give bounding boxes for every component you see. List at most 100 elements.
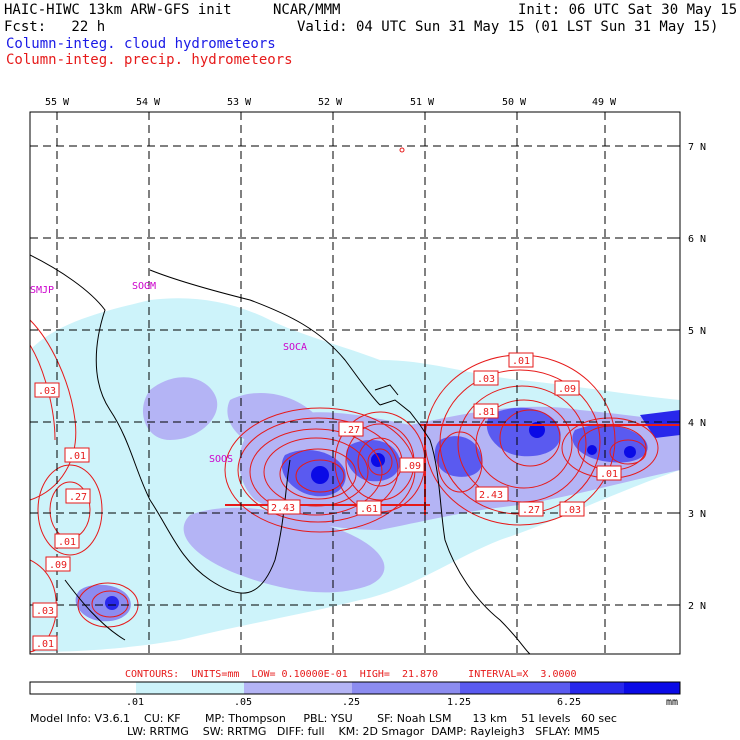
station-sogm: SOGM: [132, 281, 156, 292]
svg-text:2.43: 2.43: [271, 503, 295, 514]
tick-marks: [56, 112, 680, 606]
contour-label: .01: [596, 465, 622, 481]
contour-label: .27: [518, 501, 544, 517]
colorbar: .01 .05 .25 1.25 6.25 mm: [29, 681, 681, 708]
model-info-line1: Model Info: V3.6.1 CU: KF MP: Thompson P…: [30, 712, 617, 725]
valid-time: Valid: 04 UTC Sun 31 May 15 (01 LST Sun …: [297, 19, 719, 35]
contour-label: .03: [473, 370, 499, 386]
svg-text:.03: .03: [477, 374, 495, 385]
colorbar-bin: [352, 682, 460, 694]
contour-label: .09: [399, 457, 425, 473]
svg-text:.09: .09: [403, 461, 421, 472]
field-cloud-label: Column-integ. cloud hydrometeors: [6, 36, 276, 52]
model-info-line2: LW: RRTMG SW: RRTMG DIFF: full KM: 2D Sm…: [127, 725, 600, 738]
contour-info: CONTOURS: UNITS=mm LOW= 0.10000E-01 HIGH…: [125, 669, 577, 680]
forecast-hour: Fcst: 22 h: [4, 19, 106, 35]
cloud-patch: [183, 507, 385, 593]
svg-text:.03: .03: [36, 606, 54, 617]
cloud-max: [624, 446, 636, 458]
svg-text:2.43: 2.43: [479, 490, 503, 501]
colorbar-bin: [460, 682, 570, 694]
station-smjp: SMJP: [30, 285, 54, 296]
svg-text:.81: .81: [477, 407, 495, 418]
contour-label: .09: [554, 380, 580, 396]
colorbar-tick: .05: [234, 697, 252, 708]
lon-label: 55 W: [45, 97, 70, 108]
svg-text:.27: .27: [69, 492, 87, 503]
coastline: [30, 254, 531, 654]
lon-label: 52 W: [318, 97, 343, 108]
colorbar-bin: [30, 682, 136, 694]
contour-label: .27: [65, 488, 91, 504]
contour-label: .03: [34, 382, 60, 398]
cloud-shading: [30, 298, 680, 652]
lon-labels: 55 W 54 W 53 W 52 W 51 W 50 W 49 W: [45, 97, 617, 108]
cloud-core: [434, 436, 483, 477]
contour-labels: .03 .01 .27 .01 .09 .03 .01 .27 2.43 .61…: [32, 352, 622, 651]
contour-label: .03: [32, 602, 58, 618]
lat-label: 7 N: [688, 142, 706, 153]
svg-text:.61: .61: [360, 504, 378, 515]
colorbar-bin: [136, 682, 244, 694]
model-title: HAIC-HIWC 13km ARW-GFS init: [4, 2, 232, 18]
contour-label: .01: [508, 352, 534, 368]
lat-label: 5 N: [688, 326, 706, 337]
colorbar-bin: [244, 682, 352, 694]
cloud-max: [105, 596, 119, 610]
svg-text:.01: .01: [600, 469, 618, 480]
svg-text:.09: .09: [558, 384, 576, 395]
svg-text:.01: .01: [36, 639, 54, 650]
contour-label: .27: [338, 421, 364, 437]
station-soca: SOCA: [283, 342, 307, 353]
contour-label: .61: [356, 500, 382, 516]
contour-label: .03: [559, 501, 585, 517]
lat-label: 4 N: [688, 418, 706, 429]
field-precip-label: Column-integ. precip. hydrometeors: [6, 52, 293, 68]
colorbar-tick: .25: [342, 697, 360, 708]
station-soos: SOOS: [209, 454, 233, 465]
init-time: Init: 06 UTC Sat 30 May 15: [518, 2, 738, 18]
cloud-core: [486, 407, 561, 457]
svg-text:.01: .01: [58, 537, 76, 548]
lon-label: 50 W: [502, 97, 527, 108]
contour-label: .01: [54, 533, 80, 549]
lon-label: 49 W: [592, 97, 617, 108]
colorbar-tick: .01: [126, 697, 144, 708]
svg-text:.27: .27: [522, 505, 540, 516]
svg-text:.03: .03: [38, 386, 56, 397]
lon-label: 53 W: [227, 97, 252, 108]
cloud-patch: [142, 377, 218, 440]
lat-label: 3 N: [688, 509, 706, 520]
station-labels: SMJP SOGM SOCA SOOS: [30, 281, 307, 465]
colorbar-bin: [624, 682, 680, 694]
map-border: [29, 111, 681, 655]
lat-label: 2 N: [688, 601, 706, 612]
colorbar-border: [29, 681, 681, 695]
institution: NCAR/MMM: [273, 2, 341, 18]
cloud-max: [587, 445, 597, 455]
cloud-patch: [75, 584, 131, 622]
contour-label: .81: [473, 403, 499, 419]
lon-label: 54 W: [136, 97, 161, 108]
lat-label: 6 N: [688, 234, 706, 245]
colorbar-tick: 1.25: [447, 697, 471, 708]
cloud-max: [371, 453, 385, 467]
colorbar-bin: [570, 682, 624, 694]
contour-label: 2.43: [267, 499, 301, 515]
svg-text:.09: .09: [49, 560, 67, 571]
contour-label: .01: [64, 447, 90, 463]
svg-text:.01: .01: [512, 356, 530, 367]
colorbar-unit: mm: [666, 697, 678, 708]
cloud-max: [311, 466, 329, 484]
svg-text:.03: .03: [563, 505, 581, 516]
contour-label: 2.43: [475, 486, 509, 502]
contour-label: .09: [45, 556, 71, 572]
colorbar-tick: 6.25: [557, 697, 581, 708]
contour-label: .01: [32, 635, 58, 651]
lat-labels: 7 N 6 N 5 N 4 N 3 N 2 N: [688, 142, 706, 612]
svg-text:.27: .27: [342, 425, 360, 436]
lon-label: 51 W: [410, 97, 435, 108]
svg-text:.01: .01: [68, 451, 86, 462]
map-area: SMJP SOGM SOCA SOOS .03 .01 .27 .01 .09 …: [30, 112, 680, 654]
